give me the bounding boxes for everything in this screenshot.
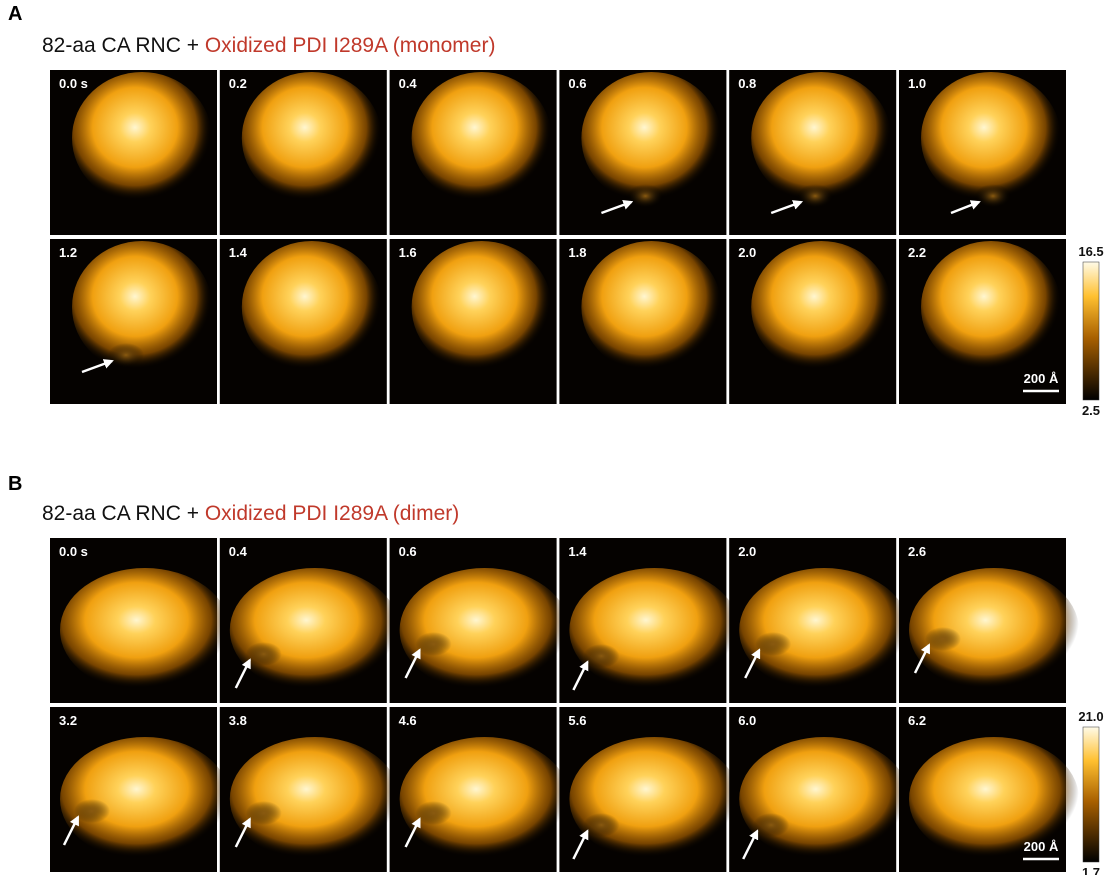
- pdi-spot: [246, 801, 282, 825]
- pdi-spot: [627, 184, 663, 208]
- afm-frame: 1.4: [220, 239, 387, 404]
- colorbar-min: 2.5: [1082, 403, 1100, 418]
- molecule: [72, 72, 212, 204]
- afm-frame: 5.6: [559, 707, 739, 872]
- molecule: [581, 72, 721, 204]
- figure: A 82-aa CA RNC + Oxidized PDI I289A (mono…: [0, 0, 1111, 875]
- pdi-spot: [583, 813, 619, 837]
- afm-frame: 2.0: [729, 538, 909, 703]
- time-label: 6.2: [908, 713, 926, 728]
- afm-frame: 0.0 s: [50, 538, 230, 703]
- pdi-spot: [753, 813, 789, 837]
- afm-frame: 2.6: [899, 538, 1079, 703]
- afm-frame: 1.2: [50, 239, 217, 404]
- afm-frame: 0.4: [220, 538, 400, 703]
- molecule: [400, 568, 570, 692]
- pdi-spot: [797, 184, 833, 208]
- time-label: 1.4: [229, 245, 248, 260]
- molecule: [751, 241, 891, 373]
- afm-frame: 0.6: [390, 538, 570, 703]
- time-label: 1.8: [568, 245, 586, 260]
- molecule: [569, 568, 739, 692]
- colorbar: [1083, 727, 1099, 862]
- afm-frame: 1.8: [559, 239, 726, 404]
- molecule: [739, 568, 909, 692]
- afm-frame: 3.8: [220, 707, 400, 872]
- time-label: 0.4: [229, 544, 248, 559]
- time-label: 2.0: [738, 544, 756, 559]
- colorbar-max: 16.5: [1078, 244, 1103, 259]
- time-label: 2.6: [908, 544, 926, 559]
- molecule: [751, 72, 891, 204]
- time-label: 2.0: [738, 245, 756, 260]
- time-label: 0.0 s: [59, 76, 88, 91]
- time-label: 0.2: [229, 76, 247, 91]
- molecule: [400, 737, 570, 861]
- afm-frame: 1.6: [390, 239, 557, 404]
- molecule: [412, 72, 552, 204]
- pdi-spot: [108, 343, 144, 367]
- pdi-spot: [246, 642, 282, 666]
- afm-frame: 6.2 200 Å: [899, 707, 1079, 872]
- molecule: [569, 737, 739, 861]
- scale-bar-label: 200 Å: [1024, 371, 1059, 386]
- molecule: [60, 737, 230, 861]
- pdi-spot: [975, 184, 1011, 208]
- molecule: [242, 72, 382, 204]
- pdi-spot: [925, 627, 961, 651]
- pdi-spot: [74, 799, 110, 823]
- molecule: [412, 241, 552, 373]
- afm-frame: 0.2: [220, 70, 387, 235]
- afm-frame: 1.4: [559, 538, 739, 703]
- pdi-spot: [755, 632, 791, 656]
- molecule: [739, 737, 909, 861]
- afm-frame: 3.2: [50, 707, 230, 872]
- time-label: 0.0 s: [59, 544, 88, 559]
- time-label: 5.6: [568, 713, 586, 728]
- afm-frame: 2.0: [729, 239, 896, 404]
- colorbar-max: 21.0: [1078, 709, 1103, 724]
- afm-frame: 2.2 200 Å: [899, 239, 1066, 404]
- time-label: 2.2: [908, 245, 926, 260]
- panel-label: B: [8, 473, 22, 495]
- molecule: [242, 241, 382, 373]
- title-prefix: 82-aa CA RNC +: [42, 34, 205, 57]
- time-label: 1.0: [908, 76, 926, 91]
- molecule: [60, 568, 230, 692]
- afm-frame: 0.4: [390, 70, 557, 235]
- afm-frame: 0.8: [729, 70, 896, 235]
- time-label: 6.0: [738, 713, 756, 728]
- title-highlight: Oxidized PDI I289A (dimer): [205, 502, 459, 525]
- panel-title: 82-aa CA RNC + Oxidized PDI I289A (monom…: [42, 34, 495, 57]
- afm-frame: 0.6: [559, 70, 726, 235]
- molecule: [230, 568, 400, 692]
- panel-label: A: [8, 3, 22, 25]
- time-label: 3.8: [229, 713, 247, 728]
- title-prefix: 82-aa CA RNC +: [42, 502, 205, 525]
- molecule: [581, 241, 721, 373]
- time-label: 0.6: [568, 76, 586, 91]
- molecule: [921, 241, 1061, 373]
- time-label: 1.4: [568, 544, 587, 559]
- afm-frame: 0.0 s: [50, 70, 217, 235]
- title-highlight: Oxidized PDI I289A (monomer): [205, 34, 496, 57]
- molecule: [230, 737, 400, 861]
- time-label: 0.6: [399, 544, 417, 559]
- time-label: 4.6: [399, 713, 417, 728]
- time-label: 0.4: [399, 76, 418, 91]
- time-label: 1.2: [59, 245, 77, 260]
- colorbar-min: 1.7: [1082, 865, 1100, 875]
- time-label: 3.2: [59, 713, 77, 728]
- pdi-spot: [416, 632, 452, 656]
- afm-frame: 4.6: [390, 707, 570, 872]
- pdi-spot: [416, 801, 452, 825]
- colorbar: [1083, 262, 1099, 400]
- pdi-spot: [583, 644, 619, 668]
- scale-bar-label: 200 Å: [1024, 839, 1059, 854]
- afm-frame: 1.0: [899, 70, 1066, 235]
- afm-frame: 6.0: [729, 707, 909, 872]
- time-label: 0.8: [738, 76, 756, 91]
- time-label: 1.6: [399, 245, 417, 260]
- panel-title: 82-aa CA RNC + Oxidized PDI I289A (dimer…: [42, 502, 459, 525]
